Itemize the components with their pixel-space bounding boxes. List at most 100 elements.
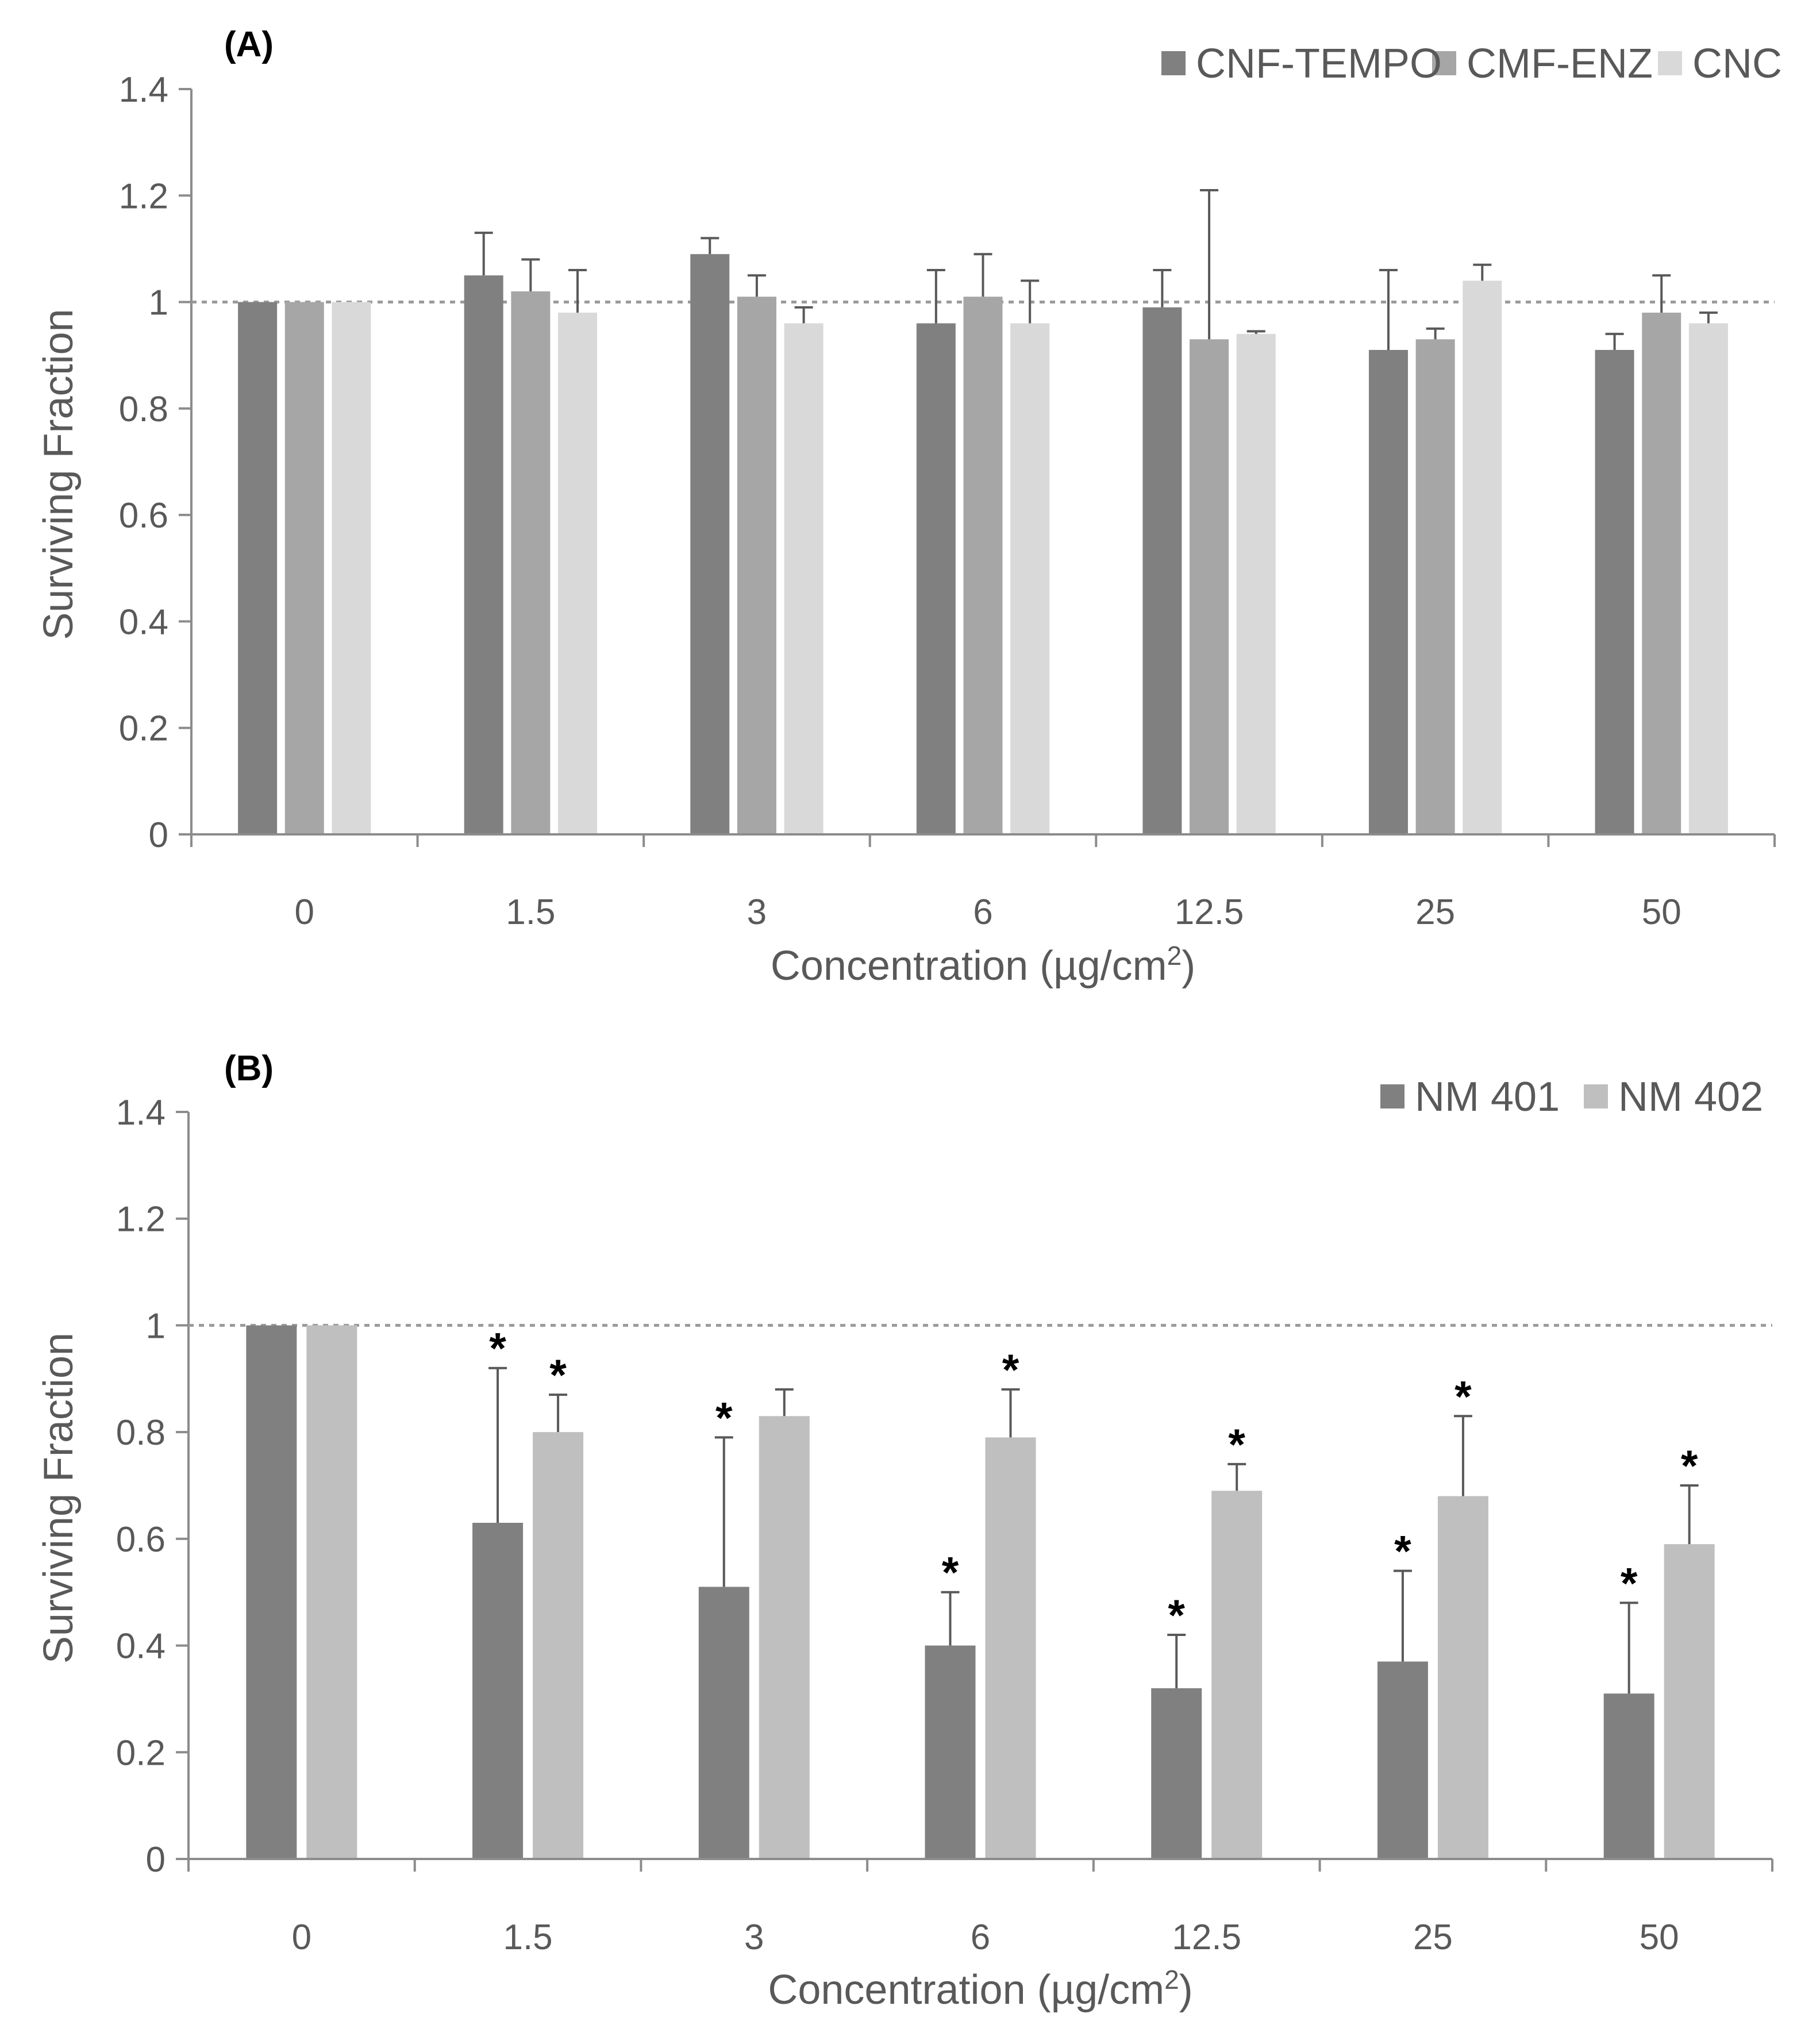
x-tick-label: 3 <box>744 1918 764 1957</box>
legend-label: CMF-ENZ <box>1467 41 1653 87</box>
bar <box>1603 1693 1654 1859</box>
bar <box>558 313 598 834</box>
x-tick-label: 25 <box>1413 1918 1453 1957</box>
bar <box>1688 323 1728 834</box>
x-tick-label: 50 <box>1640 1918 1679 1957</box>
x-tick-label: 12.5 <box>1172 1918 1241 1957</box>
legend-swatch <box>1432 51 1456 75</box>
x-tick-label: 6 <box>971 1918 990 1957</box>
x-tick-label: 50 <box>1642 892 1681 932</box>
legend-swatch <box>1658 51 1682 75</box>
bar <box>1142 307 1182 834</box>
y-tick-label: 0 <box>146 1840 166 1880</box>
legend-label: NM 401 <box>1415 1074 1560 1120</box>
y-tick-label: 0.4 <box>116 1627 166 1666</box>
bar <box>925 1645 976 1859</box>
panel-a-chart: (A) 0 0.2 0.4 0.6 0.8 1 1.2 1.4 Surviving Fractio… <box>36 25 1782 989</box>
bar <box>284 302 324 834</box>
y-tick-label: 1.2 <box>119 176 168 216</box>
bar <box>916 323 956 834</box>
y-tick-label: 1 <box>149 283 168 323</box>
x-axis-title: Concentration (µg/cm2) <box>771 941 1195 989</box>
y-tick-label: 0.8 <box>116 1413 166 1453</box>
bar <box>1664 1544 1715 1859</box>
y-tick-label: 0.6 <box>116 1520 166 1560</box>
bar <box>1595 349 1634 834</box>
legend: CNC CMF-ENZ CNF-TEMPO <box>1161 41 1782 87</box>
x-axis-title-main: Concentration (µg/cm <box>768 1967 1164 2013</box>
bar <box>690 254 730 834</box>
x-tick-label: 1.5 <box>506 892 555 932</box>
panel-label: (A) <box>224 25 274 64</box>
y-tick-label: 0.4 <box>119 602 168 642</box>
bar <box>472 1523 524 1859</box>
bar <box>1463 280 1502 834</box>
legend-swatch <box>1161 51 1186 75</box>
bar <box>963 297 1003 834</box>
bar <box>1377 1661 1428 1859</box>
bar <box>1211 1491 1263 1859</box>
bar <box>306 1325 357 1859</box>
x-axis-title-suffix: ) <box>1179 1967 1193 2013</box>
bar <box>238 302 278 834</box>
significance-marker: * <box>1002 1346 1019 1395</box>
significance-marker: * <box>1681 1442 1698 1491</box>
bar <box>1236 334 1276 834</box>
x-tick-label: 6 <box>973 892 992 932</box>
bar <box>1437 1496 1488 1859</box>
y-tick-label: 0.2 <box>116 1733 166 1773</box>
y-axis-title: Surviving Fraction <box>36 1333 82 1664</box>
y-tick-label: 0.8 <box>119 390 168 429</box>
significance-marker: * <box>1454 1372 1472 1421</box>
significance-marker: * <box>715 1394 733 1442</box>
x-tick-label: 1.5 <box>503 1918 552 1957</box>
x-axis-title-superscript: 2 <box>1164 1965 1179 1995</box>
bar <box>511 291 551 834</box>
bar <box>1190 339 1229 834</box>
y-tick-label: 0 <box>149 815 168 855</box>
x-tick-label: 25 <box>1415 892 1455 932</box>
bar <box>784 323 824 834</box>
bar <box>1415 339 1455 834</box>
x-tick-label: 0 <box>295 892 314 932</box>
panel-b-chart: (B) 0 0.2 0.4 0.6 0.8 1 1.2 1.4 Surviving Fractio… <box>36 1049 1773 2013</box>
significance-marker: * <box>942 1549 959 1598</box>
x-axis-title: Concentration (µg/cm2) <box>768 1965 1192 2013</box>
legend-swatch <box>1584 1084 1608 1108</box>
x-tick-label: 0 <box>292 1918 311 1957</box>
x-axis-title-main: Concentration (µg/cm <box>771 943 1167 989</box>
significance-marker: * <box>1394 1527 1411 1576</box>
legend-label: NM 402 <box>1618 1074 1763 1120</box>
y-tick-label: 0.6 <box>119 496 168 536</box>
bar <box>985 1437 1036 1859</box>
x-tick-label: 3 <box>747 892 767 932</box>
significance-marker: * <box>1621 1559 1638 1608</box>
y-tick-label: 1.4 <box>119 70 168 110</box>
bar <box>1151 1688 1202 1859</box>
panel-label: (B) <box>224 1049 274 1088</box>
y-tick-label: 1.2 <box>116 1200 166 1240</box>
legend-label: CNC <box>1692 41 1782 87</box>
significance-marker: * <box>489 1325 506 1373</box>
y-tick-label: 0.2 <box>119 709 168 749</box>
legend-swatch <box>1380 1084 1404 1108</box>
bar <box>533 1432 584 1859</box>
significance-marker: * <box>1228 1421 1245 1469</box>
legend: NM 402 NM 401 <box>1380 1074 1763 1120</box>
bar <box>1642 313 1681 834</box>
bar <box>759 1416 810 1859</box>
bar <box>246 1325 297 1859</box>
significance-marker: * <box>549 1351 567 1400</box>
x-tick-label: 12.5 <box>1175 892 1244 932</box>
significance-marker: * <box>1168 1591 1185 1640</box>
y-tick-label: 1.4 <box>116 1093 166 1133</box>
x-axis-title-suffix: ) <box>1182 943 1195 989</box>
bar <box>1368 349 1408 834</box>
y-axis-title: Surviving Fraction <box>36 309 82 640</box>
bar <box>332 302 371 834</box>
legend-label: CNF-TEMPO <box>1196 41 1442 87</box>
bar <box>698 1587 749 1859</box>
bar <box>737 297 776 834</box>
bar <box>1010 323 1050 834</box>
